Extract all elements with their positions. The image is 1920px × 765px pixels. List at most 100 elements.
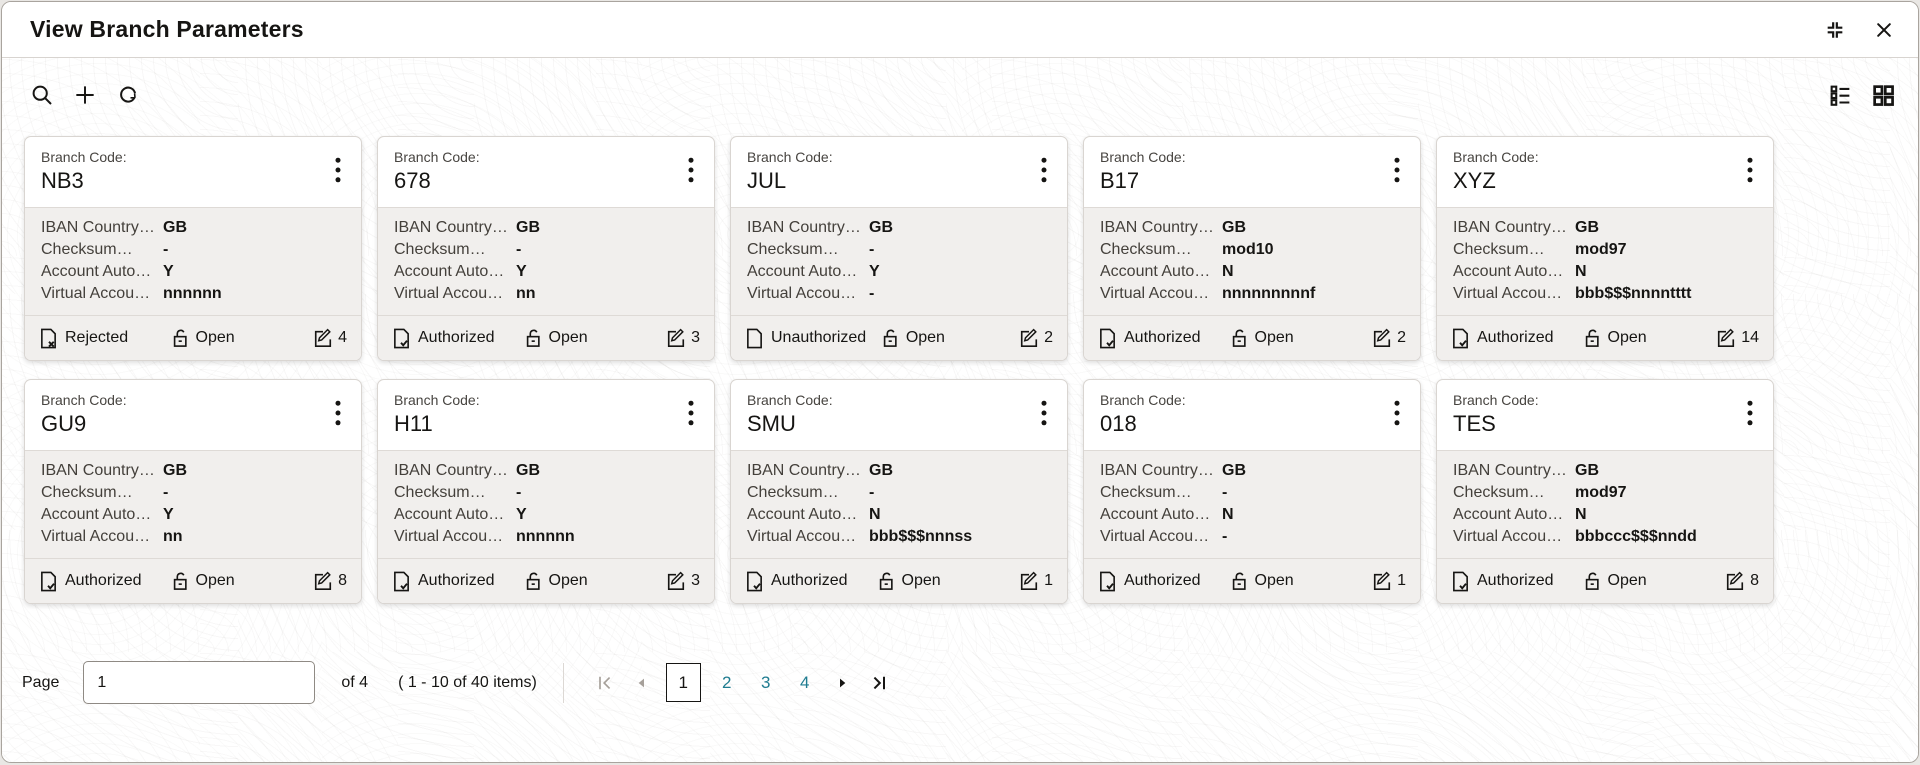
status-text: Unauthorized	[771, 329, 867, 346]
field-value: -	[869, 241, 875, 258]
status-text: Authorized	[418, 572, 495, 589]
field-value: bbb$$$nnnss	[869, 528, 973, 545]
field-label: Checksum…	[394, 241, 486, 258]
close-button[interactable]	[1872, 18, 1896, 42]
branch-card: Branch Code: TES IBAN Country… GB Checksu…	[1436, 379, 1774, 604]
branch-code-value: TES	[1453, 411, 1496, 436]
card-menu-button[interactable]	[323, 396, 353, 430]
field-label: Account Auto…	[1453, 506, 1564, 523]
edit-count-icon	[1019, 328, 1039, 348]
field-value: nn	[163, 528, 183, 545]
card-footer: Authorized Open 2	[1084, 315, 1420, 360]
edit-count: 8	[1750, 572, 1759, 589]
page-number-2[interactable]: 2	[714, 669, 740, 697]
card-menu-button[interactable]	[1735, 153, 1765, 187]
branch-code-value: 678	[394, 168, 431, 193]
search-button[interactable]	[28, 81, 56, 109]
card-body: IBAN Country… GB Checksum… - Account Auto……	[1084, 450, 1420, 558]
lock-open-icon	[877, 571, 895, 591]
card-menu-button[interactable]	[1735, 396, 1765, 430]
kebab-icon	[1394, 400, 1400, 426]
field-value: bbb$$$nnnntttt	[1575, 285, 1692, 302]
previous-page-icon	[634, 675, 650, 691]
branch-code-value: JUL	[747, 168, 787, 193]
field-label: IBAN Country…	[1100, 462, 1214, 479]
page-of-text: of 4	[341, 673, 369, 691]
grid-view-icon	[1871, 83, 1896, 108]
card-menu-button[interactable]	[1382, 153, 1412, 187]
branch-card: Branch Code: SMU IBAN Country… GB Checksu…	[730, 379, 1068, 604]
branch-card: Branch Code: NB3 IBAN Country… GB Checksu…	[24, 136, 362, 361]
list-view-button[interactable]	[1826, 81, 1855, 110]
record-status-text: Open	[195, 329, 235, 346]
field-value: Y	[516, 263, 527, 280]
field-label: Virtual Accou…	[747, 285, 857, 302]
branch-code-value: SMU	[747, 411, 796, 436]
grid-view-button[interactable]	[1869, 81, 1898, 110]
branch-code-value: 018	[1100, 411, 1137, 436]
field-value: mod97	[1575, 484, 1627, 501]
lock-open-icon	[1230, 328, 1248, 348]
list-view-icon	[1828, 83, 1853, 108]
field-value: GB	[1222, 462, 1246, 479]
field-value: -	[869, 484, 875, 501]
record-status-text: Open	[1254, 329, 1294, 346]
branch-code-label: Branch Code:	[1453, 149, 1539, 165]
field-value: -	[516, 484, 522, 501]
edit-count-icon	[1372, 571, 1392, 591]
status-text: Rejected	[65, 329, 129, 346]
page-number-1[interactable]: 1	[665, 663, 701, 702]
branch-code-label: Branch Code:	[1453, 392, 1539, 408]
previous-page-button[interactable]	[631, 675, 653, 691]
refresh-button[interactable]	[114, 81, 142, 109]
lock-open-icon	[1583, 328, 1601, 348]
field-value: -	[163, 241, 169, 258]
field-label: IBAN Country…	[394, 219, 508, 236]
card-menu-button[interactable]	[676, 153, 706, 187]
field-value: GB	[869, 219, 893, 236]
card-menu-button[interactable]	[1382, 396, 1412, 430]
field-label: Checksum…	[1100, 484, 1192, 501]
field-label: Virtual Accou…	[1453, 528, 1563, 545]
authorized-icon	[1451, 571, 1470, 592]
lock-open-icon	[881, 328, 899, 348]
record-status-text: Open	[548, 329, 588, 346]
branch-card: Branch Code: B17 IBAN Country… GB Checksu…	[1083, 136, 1421, 361]
card-menu-button[interactable]	[1029, 153, 1059, 187]
field-label: Checksum…	[1453, 241, 1545, 258]
field-label: IBAN Country…	[1453, 219, 1567, 236]
page-number-4[interactable]: 4	[792, 669, 818, 697]
branch-code-label: Branch Code:	[1100, 392, 1186, 408]
field-value: N	[1222, 263, 1234, 280]
card-menu-button[interactable]	[1029, 396, 1059, 430]
branch-code-value: B17	[1100, 168, 1140, 193]
last-page-button[interactable]	[866, 673, 892, 693]
edit-count-icon	[313, 571, 333, 591]
card-header: Branch Code: B17	[1084, 137, 1420, 207]
titlebar: View Branch Parameters	[2, 2, 1918, 58]
card-footer: Authorized Open 14	[1437, 315, 1773, 360]
field-label: Account Auto…	[1100, 263, 1211, 280]
card-body: IBAN Country… GB Checksum… - Account Auto……	[731, 450, 1067, 558]
next-page-button[interactable]	[831, 675, 853, 691]
card-menu-button[interactable]	[323, 153, 353, 187]
field-value: N	[1222, 506, 1234, 523]
page-input[interactable]	[83, 661, 316, 704]
field-value: mod10	[1222, 241, 1274, 258]
card-header: Branch Code: H11	[378, 380, 714, 450]
rejected-icon	[39, 328, 58, 349]
page-label: Page	[22, 673, 60, 691]
add-button[interactable]	[70, 80, 100, 110]
first-page-button[interactable]	[592, 673, 618, 693]
field-label: IBAN Country…	[394, 462, 508, 479]
field-value: GB	[516, 219, 540, 236]
field-label: Account Auto…	[1100, 506, 1211, 523]
lock-open-icon	[524, 328, 542, 348]
field-value: bbbccc$$$nndd	[1575, 528, 1697, 545]
card-body: IBAN Country… GB Checksum… - Account Auto……	[378, 207, 714, 315]
card-menu-button[interactable]	[676, 396, 706, 430]
collapse-expand-button[interactable]	[1822, 17, 1848, 43]
field-label: Checksum…	[747, 241, 839, 258]
page-number-3[interactable]: 3	[753, 669, 779, 697]
record-status-text: Open	[195, 572, 235, 589]
